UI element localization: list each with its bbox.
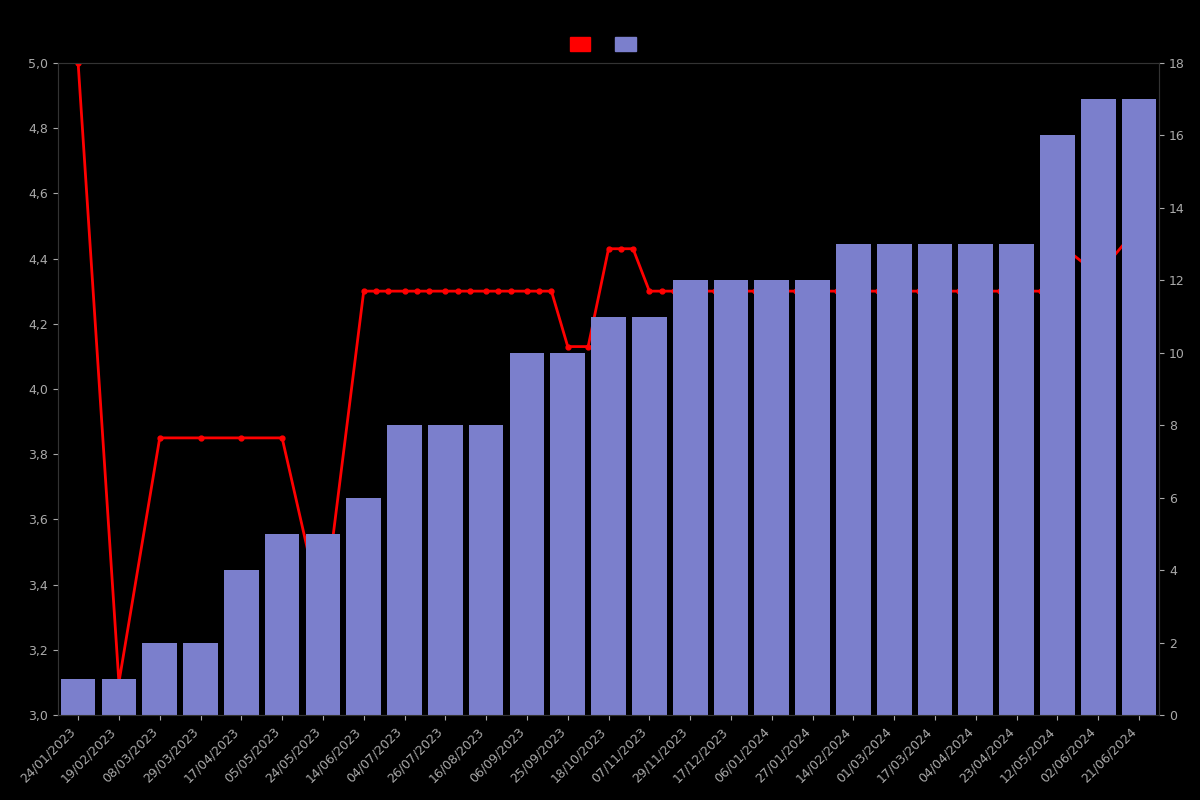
- Bar: [347, 498, 382, 715]
- Bar: [877, 244, 912, 715]
- Bar: [102, 679, 137, 715]
- Bar: [1000, 244, 1034, 715]
- Bar: [755, 280, 790, 715]
- Bar: [1040, 135, 1075, 715]
- Bar: [959, 244, 994, 715]
- Bar: [510, 353, 545, 715]
- Bar: [61, 679, 96, 715]
- Bar: [1122, 99, 1157, 715]
- Bar: [1081, 99, 1116, 715]
- Bar: [632, 317, 667, 715]
- Bar: [265, 534, 300, 715]
- Bar: [143, 642, 178, 715]
- Bar: [796, 280, 830, 715]
- Bar: [551, 353, 586, 715]
- Bar: [428, 426, 463, 715]
- Bar: [836, 244, 871, 715]
- Bar: [306, 534, 341, 715]
- Bar: [469, 426, 504, 715]
- Bar: [184, 642, 218, 715]
- Bar: [673, 280, 708, 715]
- Legend: , : ,: [570, 37, 648, 52]
- Bar: [224, 570, 259, 715]
- Bar: [714, 280, 749, 715]
- Bar: [918, 244, 953, 715]
- Bar: [592, 317, 626, 715]
- Bar: [388, 426, 422, 715]
